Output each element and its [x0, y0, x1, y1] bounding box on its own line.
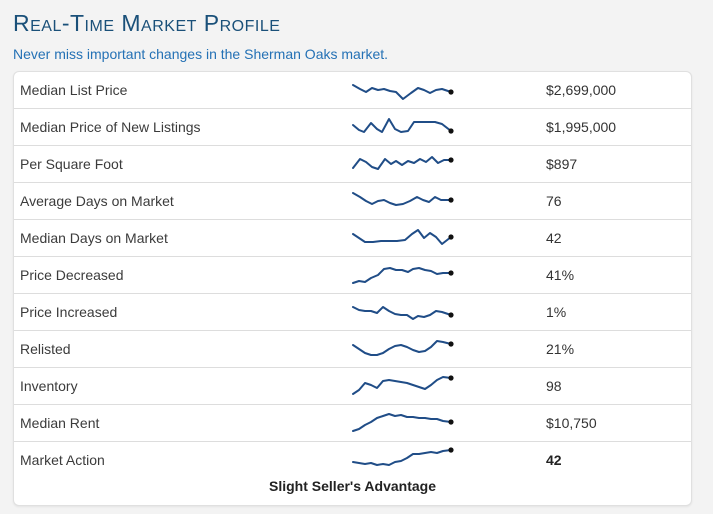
- table-row: Market Action 42: [14, 442, 691, 478]
- table-row: Inventory 98: [14, 368, 691, 405]
- sparkline-dot: [448, 157, 454, 163]
- table-row: Median List Price $2,699,000: [14, 72, 691, 109]
- market-action-status: Slight Seller's Advantage: [269, 478, 436, 494]
- sparkline-chart: [351, 72, 546, 108]
- sparkline-chart: [351, 294, 546, 330]
- table-row: Average Days on Market 76: [14, 183, 691, 220]
- sparkline-chart: [351, 146, 546, 182]
- row-value: 42: [546, 452, 562, 468]
- sparkline-dot: [448, 234, 454, 240]
- sparkline-chart: [351, 331, 546, 367]
- sparkline-chart: [351, 405, 546, 441]
- row-value: $897: [546, 156, 578, 172]
- page-subtitle: Never miss important changes in the Sher…: [13, 46, 389, 62]
- row-value: $1,995,000: [546, 119, 617, 135]
- row-value: $2,699,000: [546, 82, 617, 98]
- row-label: Inventory: [20, 378, 78, 394]
- sparkline-chart: [351, 109, 546, 145]
- sparkline-dot: [448, 447, 454, 453]
- row-value: $10,750: [546, 415, 597, 431]
- sparkline-chart: [351, 442, 546, 478]
- row-value: 76: [546, 193, 562, 209]
- row-label: Per Square Foot: [20, 156, 123, 172]
- sparkline-dot: [448, 270, 454, 276]
- sparkline-chart: [351, 257, 546, 293]
- sparkline-dot: [448, 341, 454, 347]
- table-row: Price Increased 1%: [14, 294, 691, 331]
- table-row: Per Square Foot $897: [14, 146, 691, 183]
- sparkline-dot: [448, 375, 454, 381]
- row-label: Median List Price: [20, 82, 128, 98]
- page-title: Real-Time Market Profile: [13, 10, 281, 36]
- table-row: Median Rent $10,750: [14, 405, 691, 442]
- row-label: Median Price of New Listings: [20, 119, 201, 135]
- row-value: 98: [546, 378, 562, 394]
- row-label: Median Days on Market: [20, 230, 168, 246]
- row-label: Price Increased: [20, 304, 118, 320]
- sparkline-dot: [448, 419, 454, 425]
- row-label: Market Action: [20, 452, 105, 468]
- table-row: Median Days on Market 42: [14, 220, 691, 257]
- row-label: Median Rent: [20, 415, 100, 431]
- sparkline-dot: [448, 89, 454, 95]
- row-value: 1%: [546, 304, 567, 320]
- sparkline-chart: [351, 368, 546, 404]
- table-row: Relisted 21%: [14, 331, 691, 368]
- market-profile-card: Median List Price $2,699,000 Median Pric…: [13, 71, 692, 506]
- table-row: Median Price of New Listings $1,995,000: [14, 109, 691, 146]
- sparkline-chart: [351, 220, 546, 256]
- sparkline-dot: [448, 128, 454, 134]
- row-label: Average Days on Market: [20, 193, 174, 209]
- row-value: 42: [546, 230, 562, 246]
- row-value: 21%: [546, 341, 575, 357]
- sparkline-dot: [448, 312, 454, 318]
- row-label: Price Decreased: [20, 267, 124, 283]
- table-row: Price Decreased 41%: [14, 257, 691, 294]
- row-label: Relisted: [20, 341, 71, 357]
- sparkline-dot: [448, 197, 454, 203]
- sparkline-chart: [351, 183, 546, 219]
- row-value: 41%: [546, 267, 575, 283]
